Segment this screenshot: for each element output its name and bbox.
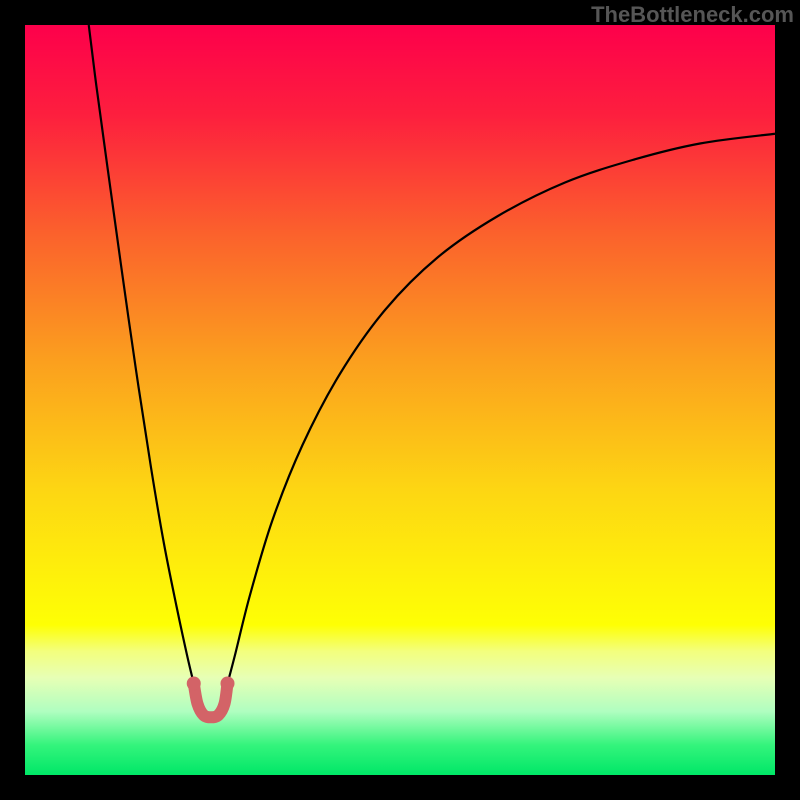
minimum-end-dot-1 [221, 677, 235, 691]
minimum-end-dot-0 [187, 677, 201, 691]
chart-svg [0, 0, 800, 800]
watermark-text: TheBottleneck.com [591, 2, 794, 28]
plot-background [25, 25, 775, 775]
chart-frame: TheBottleneck.com [0, 0, 800, 800]
